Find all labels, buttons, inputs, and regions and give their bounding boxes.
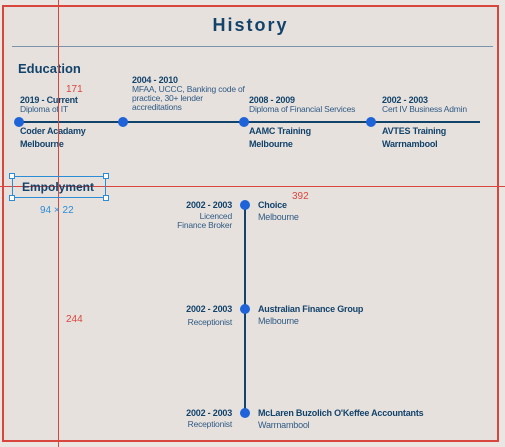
employment-item-3-right: McLaren Buzolich O'Keffee Accountants Wa…: [258, 407, 488, 430]
employment-item-2-right: Australian Finance Group Melbourne: [258, 303, 438, 326]
left-distance-label: 244: [66, 314, 83, 325]
education-date: 2004 - 2010: [132, 75, 178, 85]
education-qualification: Cert IV Business Admin: [382, 104, 467, 114]
education-location: Melbourne: [249, 139, 293, 149]
education-item-3-institution: AAMC Training Melbourne: [249, 125, 369, 151]
education-institution: Coder Acadamy: [20, 126, 86, 136]
employment-role: Receptionist: [187, 317, 233, 327]
employment-item-1-left: 2002 - 2003 Licenced Finance Broker: [164, 200, 232, 230]
education-item-4: 2002 - 2003 Cert IV Business Admin: [382, 95, 492, 114]
education-item-2: 2004 - 2010 MFAA, UCCC, Banking code of …: [132, 75, 247, 112]
horizontal-guide-line: [0, 186, 505, 187]
education-institution: AAMC Training: [249, 126, 311, 136]
employment-location: Melbourne: [258, 212, 299, 222]
education-qualification: Diploma of IT: [20, 104, 68, 114]
employment-item-2-left: 2002 - 2003 Receptionist: [154, 304, 232, 327]
selection-size-label: 94 × 22: [40, 205, 74, 216]
resize-handle-bottom-left[interactable]: [9, 195, 15, 201]
employment-company: Australian Finance Group: [258, 304, 364, 314]
employment-role: Licenced Finance Broker: [177, 211, 232, 230]
artboard-frame[interactable]: History Education 2019 - Current Diploma…: [2, 5, 499, 442]
education-date: 2008 - 2009: [249, 95, 295, 105]
education-qualification: MFAA, UCCC, Banking code of practice, 30…: [132, 84, 245, 112]
page-title: History: [212, 15, 289, 35]
education-dot-2: [118, 117, 128, 127]
education-heading: Education: [18, 61, 81, 76]
education-item-4-institution: AVTES Training Warrnambool: [382, 125, 492, 151]
top-distance-label: 171: [66, 84, 83, 95]
employment-date: 2002 - 2003: [186, 304, 232, 314]
education-qualification: Diploma of Financial Services: [249, 104, 356, 114]
title-divider: [12, 46, 493, 47]
education-dot-3: [239, 117, 249, 127]
employment-dot-1: [240, 200, 250, 210]
employment-company: McLaren Buzolich O'Keffee Accountants: [258, 408, 424, 418]
employment-dot-3: [240, 408, 250, 418]
right-distance-label: 392: [292, 191, 309, 202]
employment-role: Receptionist: [187, 419, 233, 429]
education-item-1: 2019 - Current Diploma of IT: [20, 95, 120, 114]
vertical-guide-line: [58, 0, 59, 447]
education-date: 2002 - 2003: [382, 95, 428, 105]
employment-date: 2002 - 2003: [186, 408, 232, 418]
resize-handle-top-right[interactable]: [103, 173, 109, 179]
employment-item-3-left: 2002 - 2003 Receptionist: [154, 408, 232, 429]
resize-handle-bottom-right[interactable]: [103, 195, 109, 201]
employment-company: Choice: [258, 200, 287, 210]
employment-heading[interactable]: Empolyment: [22, 180, 95, 194]
employment-date: 2002 - 2003: [186, 200, 232, 210]
frame-label: Frame 3: [4, 0, 41, 3]
employment-location: Melbourne: [258, 316, 299, 326]
education-location: Warrnambool: [382, 139, 438, 149]
employment-location: Warrnambool: [258, 420, 310, 430]
education-dot-4: [366, 117, 376, 127]
education-dot-1: [14, 117, 24, 127]
employment-dot-2: [240, 304, 250, 314]
education-location: Melbourne: [20, 139, 64, 149]
employment-item-1-right: Choice Melbourne: [258, 199, 408, 222]
resize-handle-top-left[interactable]: [9, 173, 15, 179]
selection-box[interactable]: [12, 176, 106, 198]
education-item-3: 2008 - 2009 Diploma of Financial Service…: [249, 95, 369, 114]
education-timeline-line: [18, 121, 480, 123]
education-item-1-institution: Coder Acadamy Melbourne: [20, 125, 120, 151]
education-institution: AVTES Training: [382, 126, 447, 136]
education-date: 2019 - Current: [20, 95, 78, 105]
